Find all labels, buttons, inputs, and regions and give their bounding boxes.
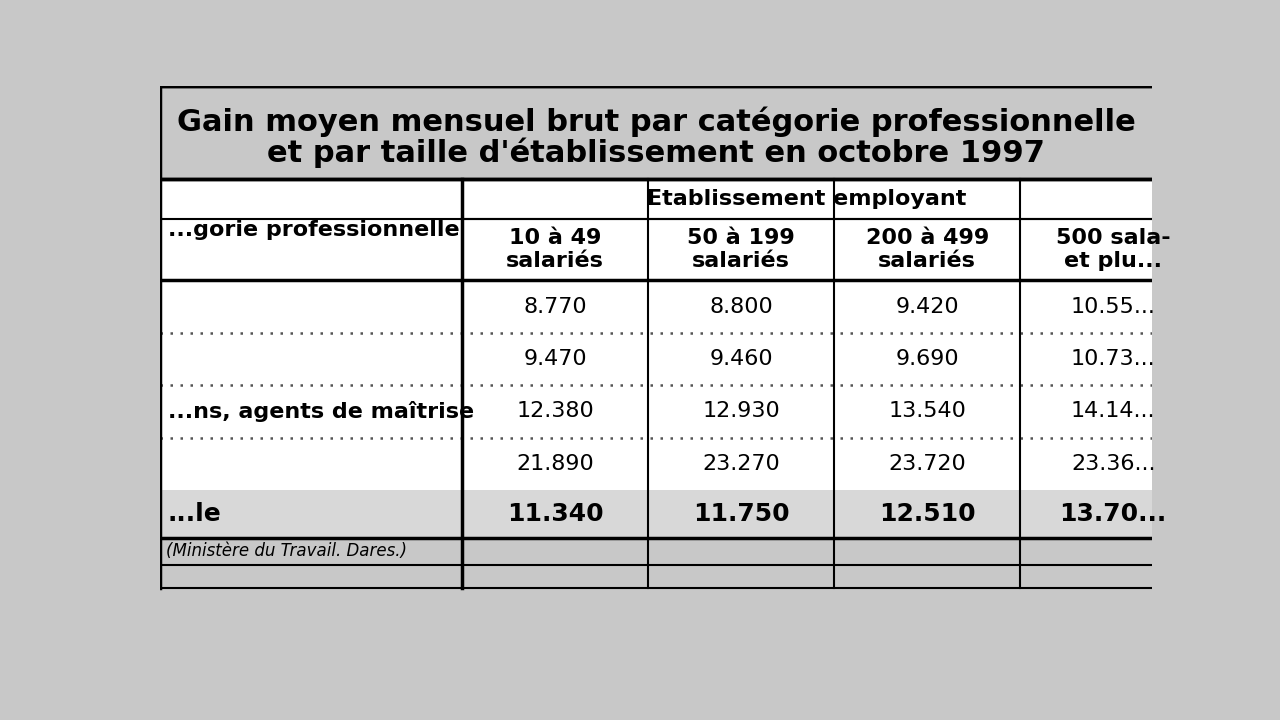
Bar [160,333,462,385]
Bar [160,438,462,490]
Text: et par taille d'établissement en octobre 1997: et par taille d'établissement en octobre… [268,138,1044,168]
Bar [835,333,1020,385]
Text: 8.770: 8.770 [524,297,588,317]
Bar [835,438,1020,490]
Bar [160,385,462,438]
Text: 12.510: 12.510 [879,502,975,526]
Bar [648,490,835,538]
Bar [462,280,648,333]
Text: Etablissement employant: Etablissement employant [648,189,966,209]
Text: 9.690: 9.690 [896,349,959,369]
Bar [462,179,1206,219]
Text: 12.380: 12.380 [516,401,594,421]
Text: 500 sala-
et plu...: 500 sala- et plu... [1056,228,1171,271]
Text: 13.70...: 13.70... [1060,502,1167,526]
Text: (Ministère du Travail. Dares.): (Ministère du Travail. Dares.) [166,542,407,560]
Bar [648,385,835,438]
Bar [160,538,1152,564]
Bar [835,490,1020,538]
Bar [648,280,835,333]
Bar [1020,219,1206,280]
Text: 10.73...: 10.73... [1071,349,1156,369]
Bar [160,86,1152,179]
Bar [160,564,1152,588]
Bar [648,219,835,280]
Bar [160,179,462,280]
Bar [1020,438,1206,490]
Text: 23.270: 23.270 [703,454,780,474]
Bar [1020,280,1206,333]
Text: 14.14...: 14.14... [1071,401,1156,421]
Text: 11.750: 11.750 [692,502,790,526]
Bar [462,438,648,490]
Bar [648,333,835,385]
Text: 9.420: 9.420 [896,297,959,317]
Bar [1020,490,1206,538]
Bar [648,438,835,490]
Bar [835,219,1020,280]
Bar [462,333,648,385]
Bar [835,280,1020,333]
Text: 11.340: 11.340 [507,502,604,526]
Bar [160,490,462,538]
Text: 23.720: 23.720 [888,454,966,474]
Text: 50 à 199
salariés: 50 à 199 salariés [687,228,795,271]
Text: ...le: ...le [168,502,221,526]
Text: 10 à 49
salariés: 10 à 49 salariés [507,228,604,271]
Text: 12.930: 12.930 [703,401,780,421]
Text: ...gorie professionnelle: ...gorie professionnelle [168,220,460,240]
Bar [1020,333,1206,385]
Text: 8.800: 8.800 [709,297,773,317]
Bar [1020,385,1206,438]
Bar [462,490,648,538]
Bar [462,219,648,280]
Text: 9.460: 9.460 [709,349,773,369]
Text: Gain moyen mensuel brut par catégorie professionnelle: Gain moyen mensuel brut par catégorie pr… [177,107,1135,137]
Text: 21.890: 21.890 [516,454,594,474]
Bar [835,385,1020,438]
Text: ...ns, agents de maîtrise: ...ns, agents de maîtrise [168,401,474,422]
Text: 13.540: 13.540 [888,401,966,421]
Bar [160,280,462,333]
Bar [462,385,648,438]
Text: 9.470: 9.470 [524,349,588,369]
Text: 10.55...: 10.55... [1071,297,1156,317]
Text: 23.36...: 23.36... [1071,454,1156,474]
Text: 200 à 499
salariés: 200 à 499 salariés [865,228,989,271]
